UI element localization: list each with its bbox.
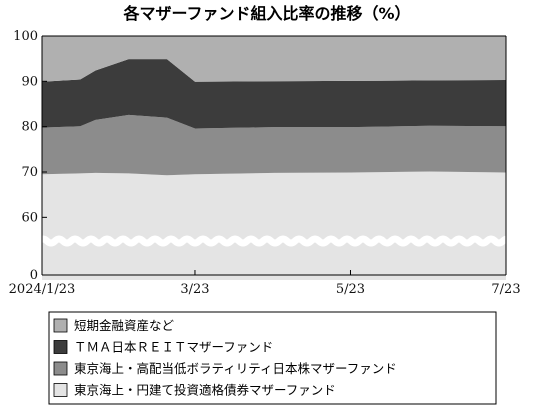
y-tick-label: 70: [21, 165, 38, 180]
y-tick-label: 60: [21, 210, 38, 225]
y-tick-label: 100: [13, 29, 38, 44]
legend-swatch: [53, 318, 68, 333]
legend-label: 東京海上・高配当低ボラティリティ日本株マザーファンド: [74, 361, 397, 376]
area-series-2: [42, 114, 506, 176]
legend-label: 短期金融資産など: [74, 318, 175, 333]
legend: 短期金融資産など ＴＭＡ日本ＲＥＩＴマザーファンド東京海上・高配当低ボラティリティ…: [48, 311, 497, 405]
legend-swatch: [53, 340, 68, 354]
legend-swatch: [53, 383, 68, 397]
area-series-1: [42, 171, 506, 280]
area-series-4: [42, 36, 506, 82]
x-tick-label: 7/23: [491, 282, 520, 297]
axis-break: [36, 235, 522, 247]
plot-area: [36, 36, 522, 280]
legend-label: ＴＭＡ日本ＲＥＩＴマザーファンド: [74, 340, 273, 355]
chart-title: 各マザーファンド組入比率の推移（%）: [122, 4, 410, 23]
legend-box: [48, 311, 497, 405]
x-tick-label: 2024/1/23: [9, 282, 76, 297]
area-series-3: [42, 59, 506, 129]
x-tick-label: 5/23: [336, 282, 365, 297]
y-tick-label: 0: [30, 268, 38, 283]
axes: 0 60 70 80 90 100 2024/1/23 3/23 5/23 7/23: [9, 29, 521, 297]
y-tick-label: 90: [21, 74, 38, 89]
x-tick-label: 3/23: [180, 282, 209, 297]
legend-swatch: [53, 361, 68, 376]
legend-label: 東京海上・円建て投資適格債券マザーファンド: [74, 383, 336, 398]
y-tick-label: 80: [21, 120, 38, 135]
